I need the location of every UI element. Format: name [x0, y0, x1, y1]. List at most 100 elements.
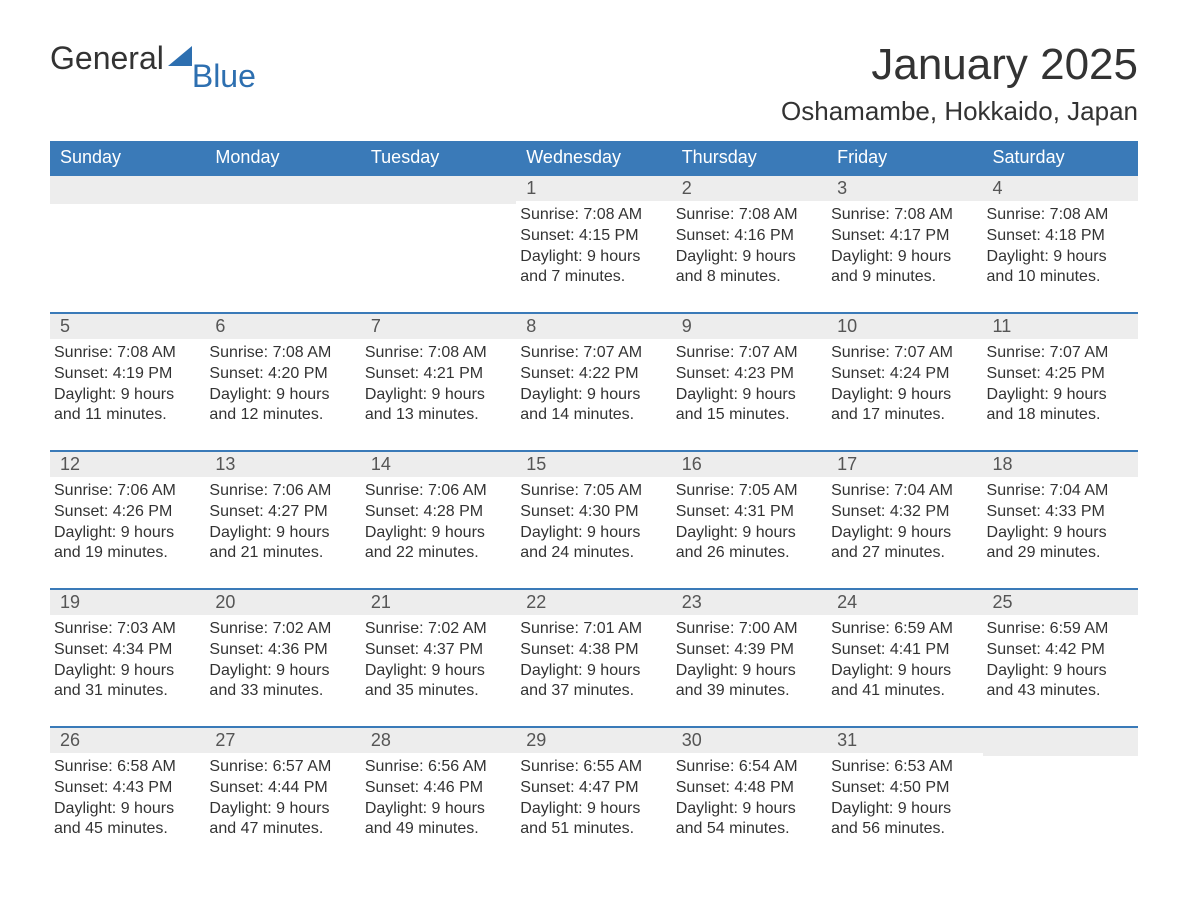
daylight-line2: and 35 minutes. [365, 681, 516, 702]
weekday-header: Wednesday [516, 141, 671, 174]
sunset-text: Sunset: 4:19 PM [54, 364, 205, 385]
week-row: 5Sunrise: 7:08 AMSunset: 4:19 PMDaylight… [50, 312, 1138, 450]
daylight-line2: and 26 minutes. [676, 543, 827, 564]
sunset-text: Sunset: 4:37 PM [365, 640, 516, 661]
day-body: Sunrise: 7:08 AMSunset: 4:20 PMDaylight:… [205, 339, 360, 426]
daylight-line1: Daylight: 9 hours [831, 247, 982, 268]
sunset-text: Sunset: 4:18 PM [987, 226, 1138, 247]
day-number: 25 [983, 590, 1138, 615]
daylight-line2: and 37 minutes. [520, 681, 671, 702]
day-number: 9 [672, 314, 827, 339]
daylight-line2: and 9 minutes. [831, 267, 982, 288]
day-number: 21 [361, 590, 516, 615]
calendar-grid: SundayMondayTuesdayWednesdayThursdayFrid… [50, 141, 1138, 864]
day-number: 11 [983, 314, 1138, 339]
daylight-line2: and 24 minutes. [520, 543, 671, 564]
sunrise-text: Sunrise: 7:07 AM [987, 343, 1138, 364]
day-number: 12 [50, 452, 205, 477]
daylight-line2: and 33 minutes. [209, 681, 360, 702]
day-body: Sunrise: 7:08 AMSunset: 4:21 PMDaylight:… [361, 339, 516, 426]
day-body: Sunrise: 7:07 AMSunset: 4:22 PMDaylight:… [516, 339, 671, 426]
day-number: 31 [827, 728, 982, 753]
daylight-line2: and 49 minutes. [365, 819, 516, 840]
daylight-line2: and 11 minutes. [54, 405, 205, 426]
weekday-header-row: SundayMondayTuesdayWednesdayThursdayFrid… [50, 141, 1138, 174]
daylight-line2: and 19 minutes. [54, 543, 205, 564]
calendar-page: General Blue January 2025 Oshamambe, Hok… [0, 0, 1188, 914]
sunset-text: Sunset: 4:22 PM [520, 364, 671, 385]
weekday-header: Thursday [672, 141, 827, 174]
sunrise-text: Sunrise: 6:59 AM [831, 619, 982, 640]
weekday-header: Saturday [983, 141, 1138, 174]
day-number: 7 [361, 314, 516, 339]
logo: General Blue [50, 40, 264, 77]
day-cell: 21Sunrise: 7:02 AMSunset: 4:37 PMDayligh… [361, 590, 516, 726]
day-cell [361, 176, 516, 312]
day-body: Sunrise: 7:06 AMSunset: 4:26 PMDaylight:… [50, 477, 205, 564]
day-number-empty [983, 728, 1138, 756]
sunrise-text: Sunrise: 6:53 AM [831, 757, 982, 778]
daylight-line1: Daylight: 9 hours [520, 247, 671, 268]
sunrise-text: Sunrise: 7:07 AM [831, 343, 982, 364]
sunrise-text: Sunrise: 6:59 AM [987, 619, 1138, 640]
sunrise-text: Sunrise: 7:06 AM [209, 481, 360, 502]
day-body: Sunrise: 7:08 AMSunset: 4:17 PMDaylight:… [827, 201, 982, 288]
day-cell: 4Sunrise: 7:08 AMSunset: 4:18 PMDaylight… [983, 176, 1138, 312]
day-number: 29 [516, 728, 671, 753]
day-cell: 15Sunrise: 7:05 AMSunset: 4:30 PMDayligh… [516, 452, 671, 588]
day-number: 4 [983, 176, 1138, 201]
daylight-line1: Daylight: 9 hours [676, 247, 827, 268]
daylight-line1: Daylight: 9 hours [209, 799, 360, 820]
day-body: Sunrise: 6:53 AMSunset: 4:50 PMDaylight:… [827, 753, 982, 840]
day-number: 18 [983, 452, 1138, 477]
day-cell: 28Sunrise: 6:56 AMSunset: 4:46 PMDayligh… [361, 728, 516, 864]
day-number: 3 [827, 176, 982, 201]
day-cell: 7Sunrise: 7:08 AMSunset: 4:21 PMDaylight… [361, 314, 516, 450]
day-cell: 31Sunrise: 6:53 AMSunset: 4:50 PMDayligh… [827, 728, 982, 864]
day-cell: 2Sunrise: 7:08 AMSunset: 4:16 PMDaylight… [672, 176, 827, 312]
day-cell: 25Sunrise: 6:59 AMSunset: 4:42 PMDayligh… [983, 590, 1138, 726]
daylight-line1: Daylight: 9 hours [676, 523, 827, 544]
daylight-line2: and 41 minutes. [831, 681, 982, 702]
day-body: Sunrise: 7:02 AMSunset: 4:37 PMDaylight:… [361, 615, 516, 702]
sunrise-text: Sunrise: 7:06 AM [54, 481, 205, 502]
top-row: General Blue January 2025 [50, 40, 1138, 90]
day-cell [50, 176, 205, 312]
sunrise-text: Sunrise: 7:08 AM [520, 205, 671, 226]
day-number: 15 [516, 452, 671, 477]
sunrise-text: Sunrise: 7:03 AM [54, 619, 205, 640]
logo-word2: Blue [192, 58, 256, 95]
sunset-text: Sunset: 4:44 PM [209, 778, 360, 799]
sunset-text: Sunset: 4:20 PM [209, 364, 360, 385]
sunrise-text: Sunrise: 7:08 AM [209, 343, 360, 364]
daylight-line1: Daylight: 9 hours [54, 385, 205, 406]
daylight-line2: and 43 minutes. [987, 681, 1138, 702]
daylight-line1: Daylight: 9 hours [676, 385, 827, 406]
sunset-text: Sunset: 4:48 PM [676, 778, 827, 799]
sunset-text: Sunset: 4:31 PM [676, 502, 827, 523]
daylight-line1: Daylight: 9 hours [209, 523, 360, 544]
day-body: Sunrise: 7:04 AMSunset: 4:32 PMDaylight:… [827, 477, 982, 564]
sunrise-text: Sunrise: 6:55 AM [520, 757, 671, 778]
day-body: Sunrise: 7:05 AMSunset: 4:31 PMDaylight:… [672, 477, 827, 564]
day-number: 28 [361, 728, 516, 753]
daylight-line1: Daylight: 9 hours [365, 385, 516, 406]
day-cell: 16Sunrise: 7:05 AMSunset: 4:31 PMDayligh… [672, 452, 827, 588]
day-number: 20 [205, 590, 360, 615]
day-body: Sunrise: 6:57 AMSunset: 4:44 PMDaylight:… [205, 753, 360, 840]
sunset-text: Sunset: 4:43 PM [54, 778, 205, 799]
page-title: January 2025 [871, 40, 1138, 90]
day-cell: 29Sunrise: 6:55 AMSunset: 4:47 PMDayligh… [516, 728, 671, 864]
day-cell: 5Sunrise: 7:08 AMSunset: 4:19 PMDaylight… [50, 314, 205, 450]
weeks-container: 1Sunrise: 7:08 AMSunset: 4:15 PMDaylight… [50, 174, 1138, 864]
day-body: Sunrise: 7:01 AMSunset: 4:38 PMDaylight:… [516, 615, 671, 702]
sunrise-text: Sunrise: 7:04 AM [987, 481, 1138, 502]
day-number: 10 [827, 314, 982, 339]
day-body: Sunrise: 6:59 AMSunset: 4:41 PMDaylight:… [827, 615, 982, 702]
weekday-header: Tuesday [361, 141, 516, 174]
sunset-text: Sunset: 4:23 PM [676, 364, 827, 385]
day-body: Sunrise: 7:00 AMSunset: 4:39 PMDaylight:… [672, 615, 827, 702]
day-number: 2 [672, 176, 827, 201]
day-cell: 13Sunrise: 7:06 AMSunset: 4:27 PMDayligh… [205, 452, 360, 588]
daylight-line2: and 27 minutes. [831, 543, 982, 564]
